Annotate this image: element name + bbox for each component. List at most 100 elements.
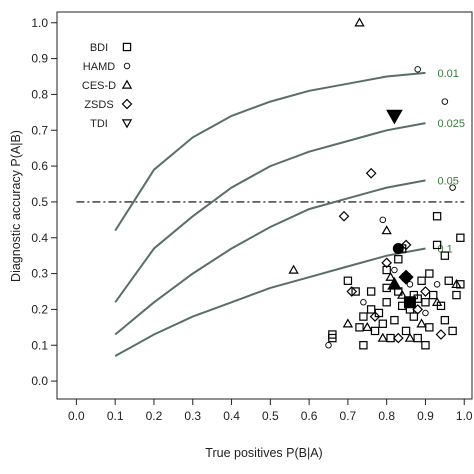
x-tick-label: 0.6 xyxy=(301,409,318,423)
ces-d-point xyxy=(385,271,396,281)
bdi-point xyxy=(328,333,337,343)
y-tick-label: 0.0 xyxy=(31,374,48,388)
hamd-point xyxy=(325,342,332,349)
legend-label: BDI xyxy=(90,42,108,54)
bdi-point xyxy=(452,290,461,300)
bdi-point xyxy=(456,233,465,242)
x-tick-label: 0.2 xyxy=(146,409,163,423)
x-tick-label: 0.4 xyxy=(223,409,240,423)
legend-diamond-icon xyxy=(121,98,133,110)
curve-label: 0.025 xyxy=(437,118,465,130)
x-tick-label: 0.9 xyxy=(417,409,434,423)
bdi-point xyxy=(366,305,376,314)
highlighted-points xyxy=(386,109,416,309)
zsds-point xyxy=(369,311,381,322)
y-axis: 0.0 0.1 0.2 0.3 0.4 0.5 0.6 0.7 0.8 0.9 1.0 xyxy=(31,16,57,388)
zsds-point xyxy=(346,286,358,297)
bdi-point xyxy=(359,341,368,350)
legend-square-icon xyxy=(122,42,132,52)
highlighted-square-point xyxy=(403,296,416,309)
legend-triangle-up-icon xyxy=(121,79,133,89)
ces-d-point xyxy=(288,264,299,274)
hamd-point xyxy=(406,281,414,288)
bdi-point xyxy=(432,240,442,250)
x-axis-title: True positives P(B|A) xyxy=(205,446,322,460)
bdi-point xyxy=(425,323,434,332)
bdi-point xyxy=(417,276,426,285)
hamd-point xyxy=(422,309,429,317)
curve-0.05 xyxy=(114,179,426,336)
bdi-point xyxy=(378,319,387,328)
y-tick-label: 0.4 xyxy=(31,231,48,245)
legend-label: ZSDS xyxy=(84,99,113,111)
bdi-point xyxy=(401,326,411,336)
bdi-point xyxy=(444,276,453,285)
y-tick-label: 0.1 xyxy=(31,338,48,352)
bdi-point xyxy=(394,255,403,264)
hamd-point xyxy=(360,299,367,306)
y-tick-label: 0.6 xyxy=(31,159,48,173)
legend-label: CES-D xyxy=(82,80,116,92)
curve-label: 0.01 xyxy=(437,68,458,80)
ces-d-point xyxy=(451,278,462,289)
hamd-point xyxy=(391,266,398,274)
legend-triangle-down-icon xyxy=(121,119,133,129)
ces-d-point xyxy=(381,225,392,235)
ces-d-point xyxy=(397,289,408,299)
y-tick-label: 0.8 xyxy=(31,87,48,101)
bdi-point xyxy=(370,326,380,336)
bdi-point xyxy=(429,290,438,300)
highlighted-circle-point xyxy=(392,243,404,254)
bdi-point xyxy=(421,341,430,350)
zsds-point xyxy=(392,332,404,344)
bdi-point xyxy=(359,312,368,321)
bdi-point xyxy=(343,276,353,285)
x-tick-label: 0.3 xyxy=(184,409,201,423)
bdi-point xyxy=(390,315,399,325)
x-tick-label: 0.5 xyxy=(262,409,279,423)
x-tick-label: 0.0 xyxy=(68,409,85,423)
ces-d-point xyxy=(354,17,365,27)
bdi-point xyxy=(440,315,450,325)
legend-circle-icon xyxy=(123,62,131,70)
y-tick-label: 0.3 xyxy=(31,267,48,281)
legend-label: TDI xyxy=(90,118,108,130)
bdi-point xyxy=(448,326,457,336)
ces-d-point xyxy=(342,318,354,328)
zsds-point xyxy=(338,210,350,222)
hamd-point xyxy=(379,216,387,224)
bdi-point xyxy=(440,251,450,260)
zsds-point xyxy=(400,239,412,251)
highlighted-triangle-down-point xyxy=(386,109,403,125)
bdi-point xyxy=(421,298,430,307)
x-tick-label: 1.0 xyxy=(456,409,473,423)
y-tick-label: 0.2 xyxy=(31,302,48,316)
ces-d-point xyxy=(431,296,443,306)
bdi-point xyxy=(409,312,419,321)
y-tick-label: 0.7 xyxy=(31,123,48,137)
y-tick-label: 0.9 xyxy=(31,52,48,66)
legend: BDI HAMD CES-D ZSDS TDI xyxy=(82,42,133,130)
bdi-point xyxy=(382,298,391,307)
zsds-point xyxy=(435,329,447,340)
x-axis: 0.0 0.1 0.2 0.3 0.4 0.5 0.6 0.7 0.8 0.9 1.0 xyxy=(68,399,473,423)
x-tick-label: 0.1 xyxy=(107,409,124,423)
curve-0.01 xyxy=(114,71,426,232)
bdi-point xyxy=(432,212,442,221)
x-tick-label: 0.7 xyxy=(340,409,357,423)
y-tick-label: 1.0 xyxy=(31,16,48,30)
bdi-point xyxy=(382,265,391,275)
hamd-point xyxy=(433,281,441,288)
hamd-point xyxy=(449,184,456,191)
bdi-point xyxy=(366,287,376,296)
bdi-point xyxy=(351,287,360,296)
curve-label: 0.05 xyxy=(437,175,458,187)
zsds-point xyxy=(420,286,431,297)
zsds-point xyxy=(365,167,377,179)
ces-d-point xyxy=(404,332,416,342)
x-tick-label: 0.8 xyxy=(378,409,395,423)
ces-d-point xyxy=(377,332,388,342)
hamd-point xyxy=(441,98,449,105)
ces-d-point xyxy=(416,318,427,328)
